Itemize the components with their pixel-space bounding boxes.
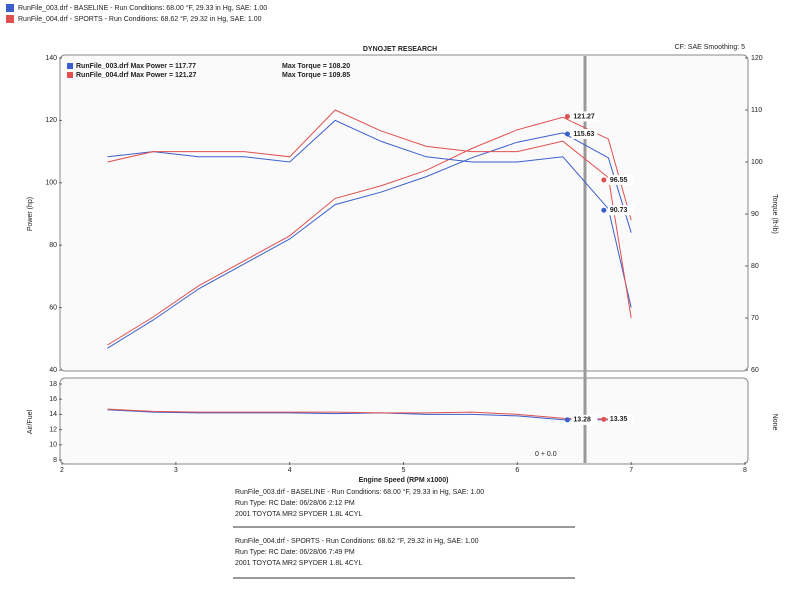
y-tick-label: 12 [49,426,57,433]
y2-tick-label: 80 [751,263,759,270]
x-axis-label: Engine Speed (RPM x1000) [359,477,449,484]
marker [601,207,607,213]
y-axis-label: Power (hp) [27,197,34,231]
marker-label: 13.35 [610,416,628,423]
legend-label: Max Torque = 109.85 [282,72,350,79]
cursor-note: 0 + 0.0 [535,451,557,458]
y2-tick-label: 120 [751,55,763,62]
legend-label: RunFile_003.drf Max Power = 117.77 [76,63,196,70]
legend-swatch [6,4,14,12]
y-tick-label: 8 [53,457,57,464]
marker-box [607,174,634,185]
y2-tick-label: 70 [751,315,759,322]
x-tick-label: 6 [515,467,519,474]
y-tick-label: 14 [49,411,57,418]
marker-label: 90.73 [610,207,628,214]
x-tick-label: 3 [174,467,178,474]
marker-label: 121.27 [573,113,595,120]
y2-tick-label: 110 [751,107,762,114]
y2-axis-label: None [771,414,778,431]
y-tick-label: 16 [49,396,57,403]
y-tick-label: 100 [45,180,57,187]
marker [564,113,570,119]
run-info: 2001 TOYOTA MR2 SPYDER 1.8L 4CYL [235,511,362,518]
y-axis-label: Air/Fuel [27,410,34,435]
data-line [107,116,632,346]
run-info: RunFile_004.drf - SPORTS - Run Condition… [235,537,479,545]
data-line [107,132,632,349]
marker-label: 115.63 [573,131,594,138]
run-info: RunFile_003.drf - BASELINE - Run Conditi… [235,488,484,496]
plot-frame [59,54,749,372]
data-line [107,408,632,421]
legend-label: Max Torque = 108.20 [282,63,350,70]
x-tick-label: 8 [743,467,747,474]
run-info: Run Type: RC Date: 06/28/06 2:12 PM [235,500,355,507]
header-line: RunFile_004.drf - SPORTS - Run Condition… [18,15,262,23]
legend-swatch [67,63,73,69]
marker [564,131,570,137]
y-tick-label: 140 [45,55,57,62]
y2-tick-label: 90 [751,211,759,218]
marker-box [571,414,598,425]
x-tick-label: 2 [60,467,64,474]
y-tick-label: 40 [49,367,57,374]
y-tick-label: 60 [49,304,57,311]
data-line [107,119,632,308]
x-tick-label: 5 [402,467,406,474]
run-info: Run Type: RC Date: 06/28/06 7:49 PM [235,549,355,556]
y-tick-label: 18 [49,381,57,388]
marker-box [607,205,634,216]
x-tick-label: 7 [629,467,633,474]
x-tick-label: 4 [288,467,292,474]
y-tick-label: 80 [49,242,57,249]
legend-swatch [67,72,73,78]
marker [564,417,570,423]
y-tick-label: 120 [45,117,57,124]
legend-label: RunFile_004.drf Max Power = 121.27 [76,72,197,79]
marker [601,177,607,183]
marker-box [571,111,598,122]
marker [601,416,607,422]
chart-title: DYNOJET RESEARCH [363,46,437,53]
marker-label: 13.28 [573,417,591,424]
run-info: 2001 TOYOTA MR2 SPYDER 1.8L 4CYL [235,560,362,567]
settings: CF: SAE Smoothing: 5 [675,44,746,51]
marker-box [571,129,598,140]
marker-label: 96.55 [610,177,628,184]
y2-axis-label: Torque (ft-lb) [771,194,778,234]
y2-tick-label: 100 [751,159,763,166]
header-line: RunFile_003.drf - BASELINE - Run Conditi… [18,4,267,12]
y2-tick-label: 60 [751,367,759,374]
marker-box [607,414,634,425]
y-tick-label: 10 [49,442,57,449]
plot-frame [59,377,749,465]
data-line [107,109,632,319]
legend-swatch [6,15,14,23]
